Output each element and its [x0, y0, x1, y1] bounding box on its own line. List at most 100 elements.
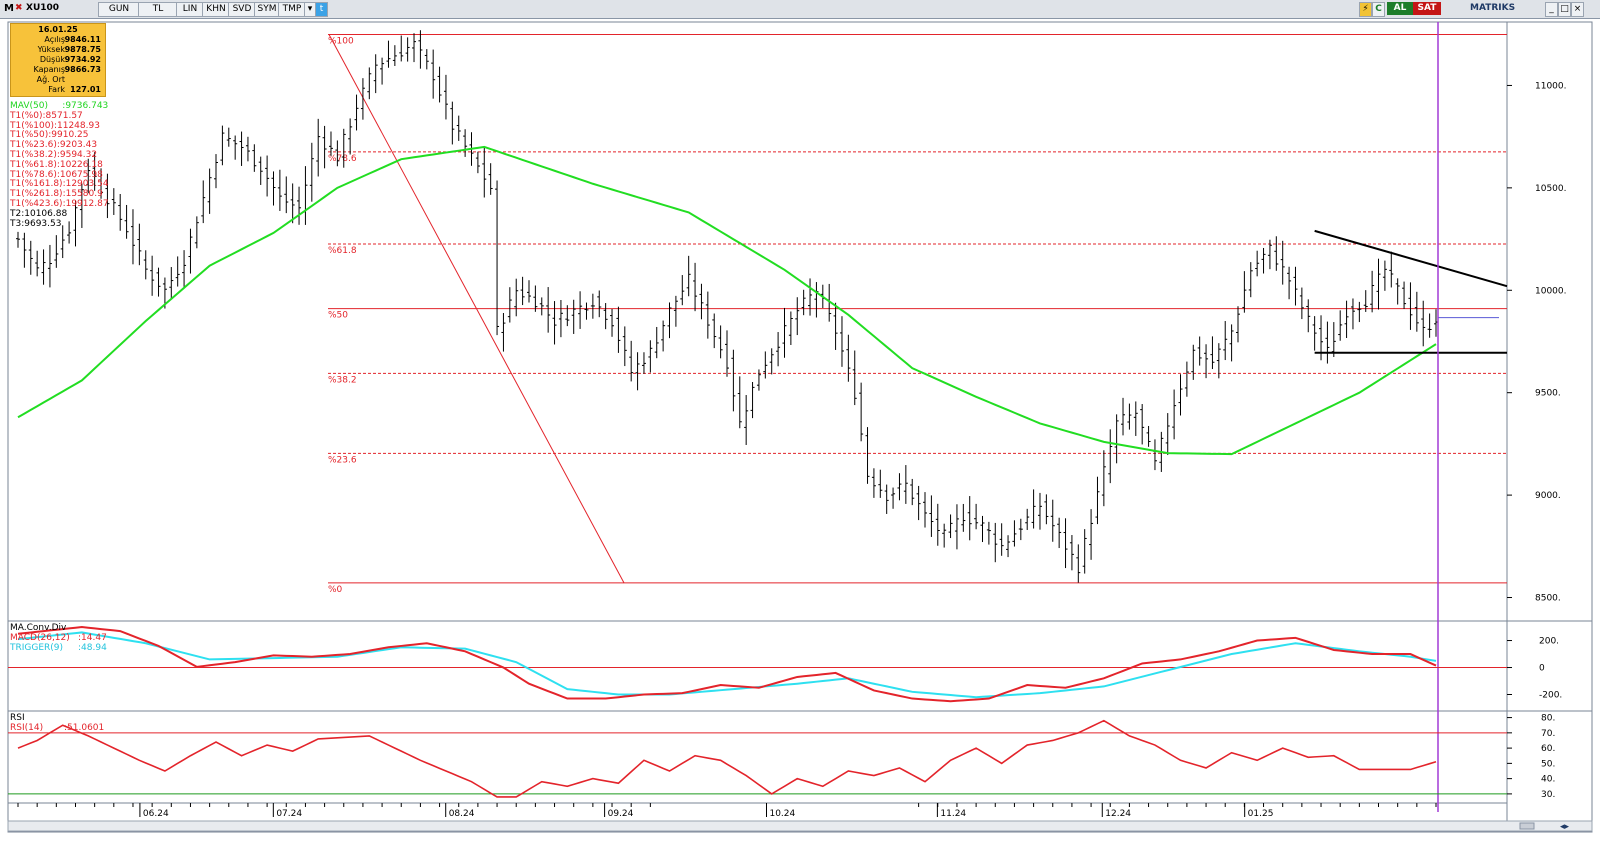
macd-tick-label: 0 [1539, 664, 1545, 674]
rsi-tick-label: 80. [1541, 714, 1555, 724]
mav50-line [17, 145, 1437, 456]
ohlc-info-box: 16.01.25 Açılış 9846.11 Yüksek 9878.75 Düşük… [10, 23, 106, 97]
rsi-tick-label: 60. [1541, 744, 1555, 754]
fib-legend-item: T1(%423.6):19912.87 [10, 198, 109, 209]
fib-legend-item: T1(%78.6):10675.98 [10, 169, 103, 180]
fib-legend-item: T1(%50):9910.25 [10, 130, 89, 141]
macd-trigger-line [17, 631, 1437, 699]
chart-type-button[interactable]: KHN [202, 2, 230, 17]
info-key: Yüksek [37, 45, 65, 54]
info-row: Fark 127.01 [11, 85, 105, 95]
time-axis: 06.24 07.24 08.24 09.24 10.24 11.24 12.24 01.25 [17, 803, 1437, 819]
trendline [1314, 229, 1508, 288]
rsi-line [17, 719, 1437, 798]
t3-legend: T3:9693.53 [10, 218, 62, 229]
scale-button[interactable]: LIN [176, 2, 204, 17]
close-icon[interactable]: × [1571, 2, 1584, 17]
scroll-arrows-icon[interactable]: ◂▸ [1560, 822, 1570, 832]
brand-logo: MATRIKS [1470, 3, 1516, 13]
volume-button[interactable]: SVD [228, 2, 256, 17]
chart-canvas[interactable]: 8500. 9000. 9500. 10000. 10500. 11000. %100 %78… [0, 18, 1600, 854]
time-tick-label: 11.24 [940, 809, 966, 819]
info-key: Ağ. Ort [36, 75, 65, 84]
info-value: 9878.75 [64, 45, 101, 54]
ohlc-bars [16, 30, 1438, 583]
info-value: 9846.11 [64, 35, 101, 44]
twitter-icon[interactable]: t [315, 2, 328, 17]
info-key: Fark [48, 85, 65, 94]
minimize-icon[interactable]: _ [1545, 2, 1558, 17]
fib-legend-item: T1(%23.6):9203.43 [10, 140, 98, 151]
close-symbol-icon[interactable]: ✖ [15, 3, 23, 13]
macd-line [17, 626, 1437, 703]
menu-m-label[interactable]: M [4, 3, 14, 14]
fib-legend-item: T1(%161.8):12903.54 [10, 179, 109, 190]
price-tick-label: 10000. [1535, 286, 1567, 296]
info-row: Düşük 9734.92 [11, 55, 105, 65]
rsi-title: RSI [10, 713, 25, 723]
info-key: Açılış [44, 35, 65, 44]
time-tick-label: 09.24 [608, 809, 634, 819]
price-tick-label: 10500. [1535, 184, 1567, 194]
mav-value: :9736.743 [62, 101, 109, 111]
info-value: 9734.92 [64, 55, 101, 64]
rsi-tick-label: 50. [1541, 759, 1555, 769]
fib-level-label: %50 [328, 311, 348, 321]
chart-frame [7, 21, 1593, 833]
fib-legend-item: T1(%0):8571.57 [10, 110, 83, 121]
fib-level-label: %23.6 [328, 455, 357, 465]
macd-label: MACD(26,12) [10, 633, 70, 643]
rsi-label: RSI(14) [10, 723, 43, 733]
info-value: 127.01 [70, 85, 101, 94]
price-tick-label: 8500. [1535, 594, 1561, 604]
t2-legend: T2:10106.88 [10, 208, 68, 219]
indicator-legend: MAV(50) :9736.743 T1(%0):8571.57 T1(%100)… [10, 101, 109, 229]
fib-legend-item: T1(%100):11248.93 [10, 120, 100, 131]
time-tick-label: 10.24 [769, 809, 795, 819]
maximize-icon[interactable]: □ [1558, 2, 1571, 17]
trigger-label: TRIGGER(9) [9, 643, 63, 653]
template-button[interactable]: TMP [278, 2, 306, 17]
price-tick-label: 11000. [1535, 81, 1567, 91]
macd-title: MA.Conv.Div [10, 623, 67, 633]
rsi-tick-label: 70. [1541, 729, 1555, 739]
info-row: Ağ. Ort [11, 75, 105, 85]
info-row: Kapanış 9866.73 [11, 65, 105, 75]
fib-level-label: %61.8 [328, 246, 357, 256]
info-key: Kapanış [33, 65, 65, 74]
info-date: 16.01.25 [38, 25, 78, 34]
symbol-field[interactable]: XU100 [26, 3, 60, 13]
lightning-icon[interactable]: ⚡ [1359, 2, 1372, 17]
fib-legend-item: T1(%261.8):15580.9 [10, 189, 103, 200]
info-value: 9866.73 [64, 65, 101, 74]
fib-retracement-line [328, 34, 625, 584]
macd-tick-label: -200. [1539, 691, 1562, 701]
refresh-icon[interactable]: C [1372, 2, 1385, 17]
time-tick-label: 06.24 [143, 809, 169, 819]
toolbar: M ✖ XU100 GUN TL LIN KHN SVD SYM TMP ▾ t… [0, 0, 1600, 19]
period-button[interactable]: GUN [98, 2, 140, 17]
macd-tick-label: 200. [1539, 637, 1559, 647]
sell-button[interactable]: SAT [1413, 2, 1441, 15]
info-row: Açılış 9846.11 [11, 35, 105, 45]
time-tick-label: 01.25 [1248, 809, 1274, 819]
mav-label: MAV(50) [10, 101, 48, 111]
price-tick-label: 9500. [1535, 389, 1561, 399]
trigger-value: :48.94 [78, 643, 107, 653]
buy-button[interactable]: AL [1387, 2, 1413, 15]
scrollbar-thumb[interactable] [1519, 822, 1535, 830]
currency-button[interactable]: TL [138, 2, 178, 17]
fib-level-label: %38.2 [328, 375, 357, 385]
rsi-value: :51.0601 [64, 723, 104, 733]
price-tick-label: 9000. [1535, 491, 1561, 501]
time-tick-label: 08.24 [449, 809, 475, 819]
fib-legend-item: T1(%61.8):10226.18 [10, 159, 103, 170]
fib-legend-item: T1(%38.2):9594.32 [10, 149, 98, 160]
macd-value: :14.47 [78, 633, 107, 643]
symbol-button[interactable]: SYM [254, 2, 280, 17]
info-key: Düşük [39, 55, 65, 64]
fib-level-label: %0 [328, 585, 343, 595]
fib-level-label: %78.6 [328, 154, 357, 164]
horizontal-scrollbar [7, 820, 1593, 832]
time-tick-label: 12.24 [1105, 809, 1131, 819]
